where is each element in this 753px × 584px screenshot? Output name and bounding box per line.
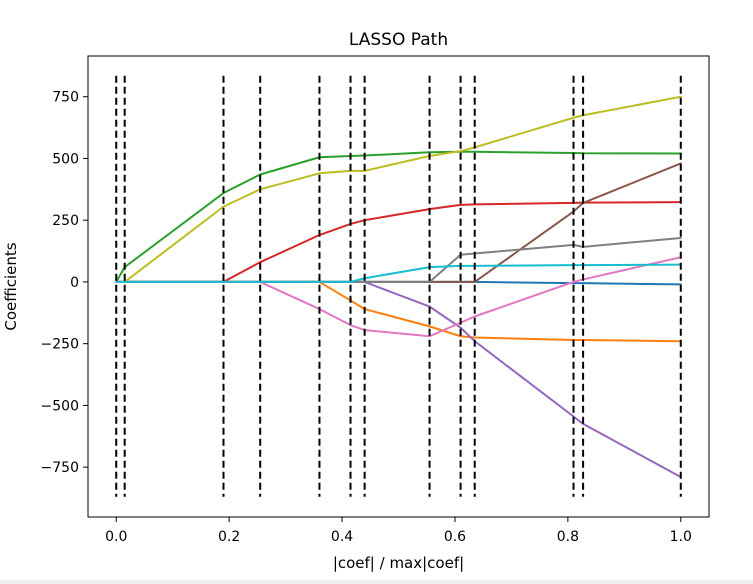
y-tick-label: −250: [41, 337, 79, 353]
window-bottom-strip: [0, 580, 753, 584]
y-tick-label: 750: [52, 90, 79, 106]
x-tick-label: 0.2: [218, 529, 240, 545]
series-line-9: [115, 95, 682, 283]
x-tick-label: 1.0: [670, 529, 692, 545]
series-line-8: [115, 236, 682, 283]
x-axis-label: |coef| / max|coef|: [333, 554, 464, 572]
x-tick-label: 0.4: [331, 529, 353, 545]
series-line-4: [115, 201, 682, 283]
chart-title: LASSO Path: [349, 30, 448, 50]
axes-frame: [87, 55, 710, 518]
vline-layer: [115, 75, 682, 497]
y-tick-label: 500: [52, 151, 79, 167]
series-line-10: [115, 263, 682, 283]
series-layer: [115, 95, 682, 478]
x-axis-ticks: 0.0 0.2 0.4 0.6 0.8 1.0: [105, 517, 692, 545]
series-line-3: [115, 150, 682, 283]
x-tick-label: 0.6: [444, 529, 466, 545]
series-line-7: [115, 256, 682, 338]
y-tick-label: 250: [52, 213, 79, 229]
x-tick-label: 0.8: [557, 529, 579, 545]
y-axis-ticks: 750 500 250 0 −250 −500 −750: [41, 90, 88, 476]
x-tick-label: 0.0: [105, 529, 127, 545]
y-tick-label: −750: [41, 460, 79, 476]
series-line-5: [115, 280, 682, 478]
y-tick-label: 0: [70, 275, 79, 291]
y-tick-label: −500: [41, 398, 79, 414]
y-axis-label: Coefficients: [2, 242, 20, 330]
